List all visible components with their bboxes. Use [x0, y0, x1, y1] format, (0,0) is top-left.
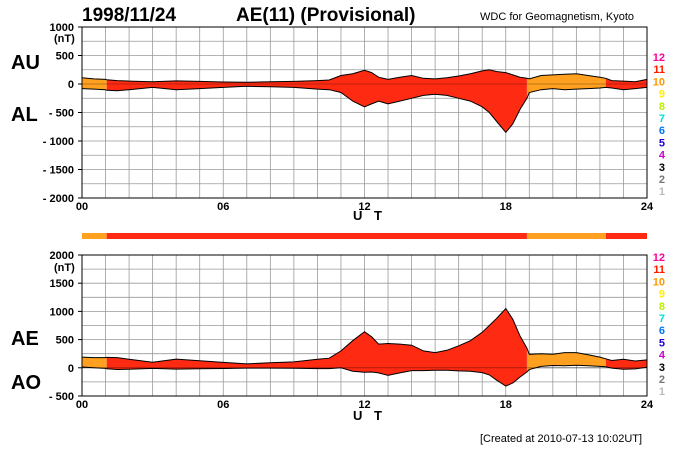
ae-ao-station-legend-item: 9	[659, 289, 665, 301]
ao-series-label: AO	[11, 372, 41, 394]
ae-ao-station-legend-item: 11	[653, 264, 665, 276]
ae-ao-x-tick-label: 06	[217, 399, 229, 411]
ae-ao-x-tick-label: 24	[641, 399, 654, 411]
au-al-station-legend-item: 7	[659, 113, 665, 125]
au-al-station-legend-item: 8	[659, 101, 665, 113]
station-count-bar-segment	[605, 233, 647, 239]
data-source: WDC for Geomagnetism, Kyoto	[480, 11, 635, 23]
au-al-unit-label: (nT)	[54, 33, 75, 45]
ae-ao-station-legend-item: 2	[659, 374, 665, 386]
au-al-station-legend-item: 10	[653, 76, 665, 88]
au-al-y-tick-label: - 2000	[43, 193, 74, 205]
au-al-station-legend-item: 1	[659, 186, 665, 198]
au-al-station-legend-item: 2	[659, 174, 665, 186]
au-al-fill-area	[106, 69, 527, 133]
plot-date: 1998/11/24	[82, 5, 177, 26]
au-al-y-tick-label: 0	[68, 79, 74, 91]
au-al-station-legend-item: 12	[653, 52, 665, 64]
au-al-x-tick-label: 18	[500, 201, 512, 213]
ae-ao-fill-area	[82, 357, 107, 369]
au-al-station-legend-item: 4	[659, 150, 666, 162]
au-al-station-legend-item: 9	[659, 89, 665, 101]
au-al-x-axis-label: U T	[353, 208, 386, 223]
au-al-y-tick-label: - 1500	[43, 165, 74, 177]
au-al-x-tick-label: 12	[358, 201, 370, 213]
au-al-al-line	[81, 85, 648, 134]
au-al-station-legend-item: 6	[659, 125, 665, 137]
ae-ao-y-tick-label: 1000	[50, 306, 74, 318]
au-al-station-legend-item: 11	[653, 64, 665, 76]
ae-ao-unit-label: (nT)	[54, 262, 75, 274]
ae-ao-station-legend-item: 8	[659, 301, 665, 313]
ae-ao-station-legend-item: 6	[659, 325, 665, 337]
au-al-y-tick-label: 1000	[50, 22, 74, 34]
ae-ao-y-tick-label: 2000	[50, 250, 74, 262]
ae-ao-station-legend-item: 5	[659, 337, 665, 349]
ae-series-label: AE	[11, 328, 39, 350]
au-al-x-tick-label: 00	[76, 201, 88, 213]
au-al-y-tick-label: - 1000	[43, 136, 74, 148]
al-series-label: AL	[11, 104, 38, 126]
au-al-y-tick-label: 500	[56, 51, 74, 63]
au-al-station-legend-item: 5	[659, 137, 665, 149]
plot-title: AE(11) (Provisional)	[236, 5, 416, 26]
ae-ao-x-tick-label: 18	[500, 399, 512, 411]
au-al-station-legend-item: 3	[659, 162, 665, 174]
ae-ao-x-axis-label: U T	[353, 408, 386, 423]
ae-ao-station-legend-item: 12	[653, 252, 665, 264]
station-count-bar-segment	[82, 233, 107, 239]
ae-ao-ae-line	[81, 307, 648, 365]
ae-ao-fill-area	[106, 308, 527, 387]
ae-ao-y-tick-label: - 500	[49, 391, 74, 403]
au-al-fill-area	[526, 73, 606, 99]
ae-ao-x-tick-label: 12	[358, 399, 370, 411]
station-count-bar-segment	[526, 233, 606, 239]
ae-ao-station-legend-item: 3	[659, 362, 665, 374]
station-count-bar-segment	[106, 233, 527, 239]
ae-ao-plot-frame	[81, 254, 648, 397]
au-al-x-tick-label: 06	[217, 201, 229, 213]
ae-ao-ao-line	[81, 364, 648, 387]
ae-ao-station-legend-item: 1	[659, 386, 665, 398]
ae-ao-x-tick-label: 00	[76, 399, 88, 411]
ae-ao-station-legend-item: 10	[653, 276, 665, 288]
created-timestamp: [Created at 2010-07-13 10:02UT]	[480, 433, 643, 445]
au-al-x-tick-label: 24	[641, 201, 654, 213]
au-series-label: AU	[11, 52, 40, 74]
au-al-au-line	[81, 69, 648, 83]
ae-ao-y-tick-label: 1500	[50, 278, 74, 290]
ae-ao-y-tick-label: 500	[56, 335, 74, 347]
ae-ao-fill-area	[605, 358, 647, 370]
ae-ao-station-legend-item: 7	[659, 313, 665, 325]
au-al-y-tick-label: - 500	[49, 108, 74, 120]
ae-ao-y-tick-label: 0	[68, 363, 74, 375]
ae-ao-station-legend-item: 4	[659, 350, 666, 362]
